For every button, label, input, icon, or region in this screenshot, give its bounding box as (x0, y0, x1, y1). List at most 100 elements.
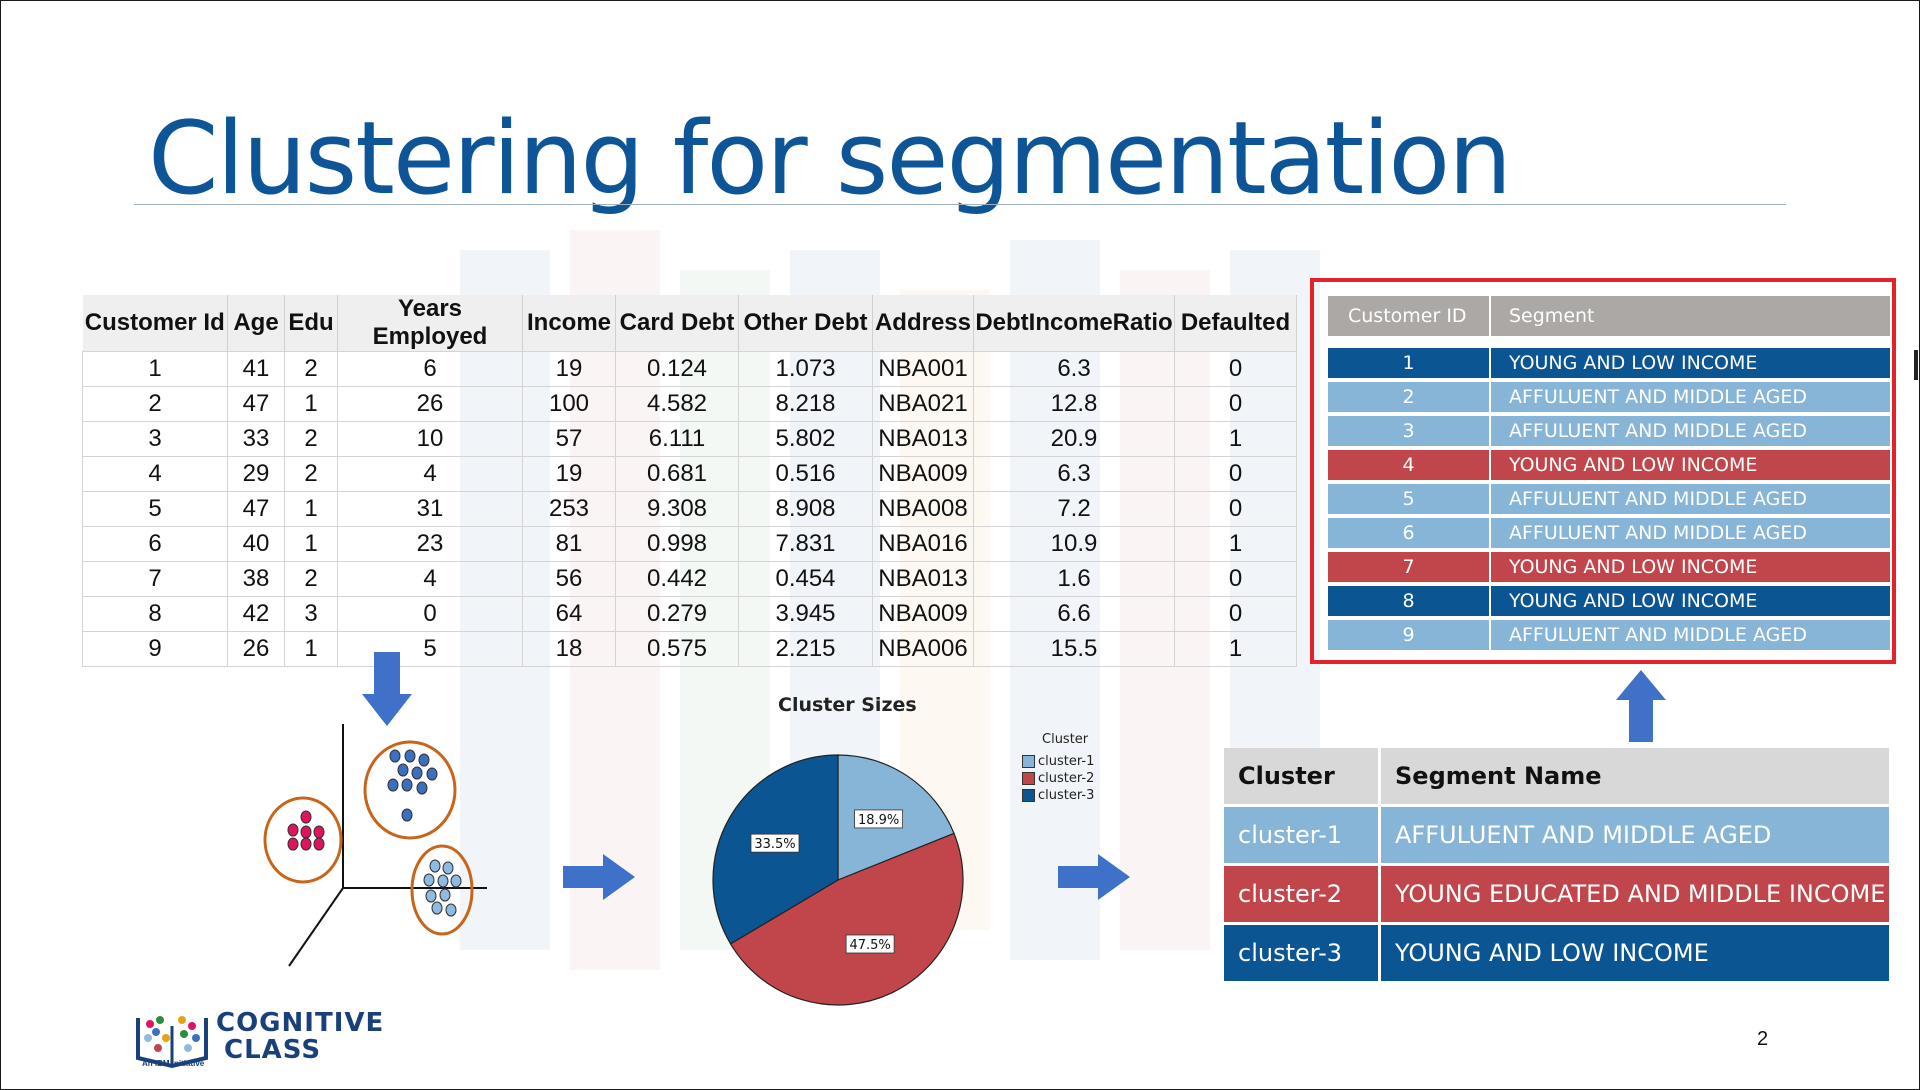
table-cell: 19 (522, 351, 616, 387)
table-row: 8 42 3 0 64 0.279 3.945 NBA009 6.6 0 (82, 596, 1297, 632)
table-cell: 6.3 (973, 351, 1175, 387)
legend-swatch (1022, 755, 1035, 768)
table-cell: 6.6 (973, 596, 1175, 632)
table-cell: 18 (522, 631, 616, 667)
table-cell: 29 (227, 456, 285, 492)
segment-row: 1 YOUNG AND LOW INCOME (1328, 344, 1890, 378)
table-cell: 8.908 (738, 491, 873, 527)
table-cell: 100 (522, 386, 616, 422)
table-cell: 2 (284, 561, 338, 597)
table-cell: 0 (1174, 456, 1297, 492)
table-cell: 9 (82, 631, 228, 667)
segment-row: 2 AFFULUENT AND MIDDLE AGED (1328, 378, 1890, 412)
table-cell: 10 (337, 421, 523, 457)
table-cell: 2 (82, 386, 228, 422)
cluster-segment-name: YOUNG AND LOW INCOME (1381, 922, 1889, 981)
window-edge-handle[interactable] (1914, 350, 1918, 380)
cluster-ring-top (363, 740, 457, 840)
table-cell: NBA001 (872, 351, 974, 387)
table-header-row: Customer Id Age Edu Years Employed Income Car… (82, 295, 1297, 352)
table-row: 7 38 2 4 56 0.442 0.454 NBA013 1.6 0 (82, 561, 1297, 597)
cluster-ring-bottom (410, 844, 474, 936)
table-cell: NBA008 (872, 491, 974, 527)
customer-data-table: Customer Id Age Edu Years Employed Income Car… (82, 295, 1297, 667)
table-cell: NBA009 (872, 456, 974, 492)
arrow-down-icon (362, 652, 412, 726)
cluster-header-segment-name: Segment Name (1381, 748, 1889, 804)
table-cell: 2 (284, 456, 338, 492)
segment-row: 5 AFFULUENT AND MIDDLE AGED (1328, 480, 1890, 514)
table-cell: 0 (337, 596, 523, 632)
pie-label: 18.9% (854, 809, 903, 829)
table-cell: 47 (227, 491, 285, 527)
table-cell: 0 (1174, 386, 1297, 422)
segment-customer-id: 1 (1328, 344, 1491, 378)
segment-customer-id: 3 (1328, 412, 1491, 446)
table-cell: 2 (284, 351, 338, 387)
legend-item: cluster-2 (1022, 770, 1094, 787)
segment-label: AFFULUENT AND MIDDLE AGED (1491, 616, 1890, 650)
table-cell: 26 (227, 631, 285, 667)
table-cell: 6.111 (615, 421, 739, 457)
table-cell: 1 (284, 491, 338, 527)
cluster-id: cluster-2 (1224, 863, 1381, 922)
table-cell: 2.215 (738, 631, 873, 667)
table-cell: 40 (227, 526, 285, 562)
segment-header-segment: Segment (1491, 296, 1890, 336)
segment-header-gap (1328, 336, 1890, 344)
cluster-header-row: Cluster Segment Name (1224, 748, 1889, 804)
logo-wordmark: COGNITIVE CLASS (216, 1010, 384, 1064)
table-cell: 12.8 (973, 386, 1175, 422)
segment-label: AFFULUENT AND MIDDLE AGED (1491, 378, 1890, 412)
table-cell: 1 (82, 351, 228, 387)
table-cell: 1.073 (738, 351, 873, 387)
page-number: 2 (1757, 1028, 1769, 1050)
table-cell: 0 (1174, 561, 1297, 597)
table-cell: 253 (522, 491, 616, 527)
column-header: DebtIncomeRatio (973, 295, 1175, 352)
table-row: 1 41 2 6 19 0.124 1.073 NBA001 6.3 0 (82, 351, 1297, 387)
table-cell: 1.6 (973, 561, 1175, 597)
table-cell: 5 (337, 631, 523, 667)
segment-row: 7 YOUNG AND LOW INCOME (1328, 548, 1890, 582)
table-cell: 5 (82, 491, 228, 527)
segment-label: YOUNG AND LOW INCOME (1491, 446, 1890, 480)
table-cell: 5.802 (738, 421, 873, 457)
cluster-segment-name-table: Cluster Segment Name cluster-1 AFFULUENT … (1224, 748, 1889, 981)
cluster-row: cluster-2 YOUNG EDUCATED AND MIDDLE INCOM… (1224, 863, 1889, 922)
table-row: 4 29 2 4 19 0.681 0.516 NBA009 6.3 0 (82, 456, 1297, 492)
segment-row: 3 AFFULUENT AND MIDDLE AGED (1328, 412, 1890, 446)
pie-label-text: 33.5% (754, 837, 795, 852)
legend-item: cluster-3 (1022, 787, 1094, 804)
table-cell: 20.9 (973, 421, 1175, 457)
pie-label-text: 47.5% (849, 938, 890, 953)
cluster-segment-name: YOUNG EDUCATED AND MIDDLE INCOME (1381, 863, 1889, 922)
segment-customer-id: 8 (1328, 582, 1491, 616)
table-cell: 42 (227, 596, 285, 632)
table-cell: 0.998 (615, 526, 739, 562)
table-cell: 38 (227, 561, 285, 597)
segment-table-highlight: Customer ID Segment 1 YOUNG AND LOW INCOM… (1310, 278, 1896, 664)
chart-title: Cluster Sizes (778, 694, 917, 716)
segment-customer-id: 9 (1328, 616, 1491, 650)
table-cell: NBA009 (872, 596, 974, 632)
table-cell: 1 (284, 631, 338, 667)
table-cell: 4 (337, 456, 523, 492)
arrow-up-icon (1616, 670, 1666, 742)
table-cell: 4.582 (615, 386, 739, 422)
table-cell: 7 (82, 561, 228, 597)
segment-label: AFFULUENT AND MIDDLE AGED (1491, 412, 1890, 446)
column-header: Age (227, 295, 285, 352)
cluster-ring-left (263, 796, 343, 884)
segment-label: YOUNG AND LOW INCOME (1491, 582, 1890, 616)
cluster-row: cluster-3 YOUNG AND LOW INCOME (1224, 922, 1889, 981)
pie-label-text: 18.9% (858, 813, 899, 828)
segment-customer-id: 4 (1328, 446, 1491, 480)
table-cell: 3 (82, 421, 228, 457)
table-cell: 8.218 (738, 386, 873, 422)
arrow-right-icon (1058, 854, 1130, 900)
column-header: Defaulted (1174, 295, 1297, 352)
column-header: Years Employed (337, 295, 523, 352)
table-cell: 0.442 (615, 561, 739, 597)
segment-row: 6 AFFULUENT AND MIDDLE AGED (1328, 514, 1890, 548)
